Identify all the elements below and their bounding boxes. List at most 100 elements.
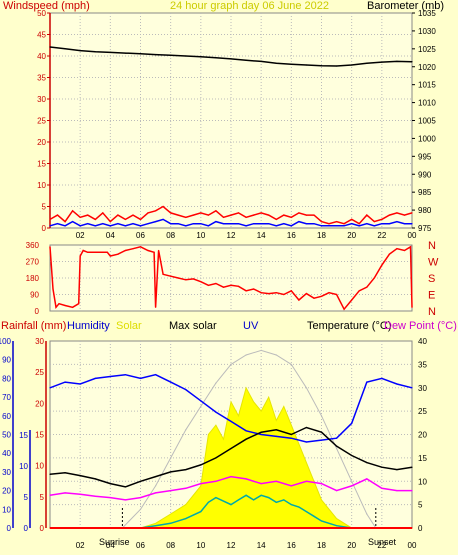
baro-tick-label: 1005 [418, 117, 436, 126]
wind-tick-label: 40 [37, 52, 46, 61]
direction-line-point [155, 306, 157, 308]
temperature-line-point [366, 462, 368, 464]
temp-tick-label: 15 [418, 454, 427, 463]
temperature-line-point [411, 466, 413, 468]
humidity-line-point [49, 387, 51, 389]
dew-point-line-point [155, 492, 157, 494]
temperature-line-point [351, 454, 353, 457]
uv-tick-label: 5 [24, 493, 29, 502]
wind-gust-line-point [328, 223, 330, 225]
max-solar-line-point [351, 480, 353, 482]
wind-avg-line-point [298, 221, 300, 223]
wind-tick-label: 15 [37, 160, 46, 169]
wind-gust-line-point [64, 221, 66, 223]
humidity-line-point [366, 381, 368, 383]
baro-tick-label: 1020 [418, 63, 436, 72]
barometer-line-point [245, 59, 247, 61]
wind-gust-line-point [117, 214, 119, 216]
weather-x-tick-label: 04 [106, 541, 115, 550]
uv-tick-label: 15 [19, 431, 28, 440]
direction-line-point [245, 290, 247, 292]
direction-line-point [215, 282, 217, 285]
wind-gust-line-point [366, 214, 368, 216]
legend-dew-point: Dew Point (°C) [384, 320, 457, 332]
temperature-line-point [215, 457, 217, 459]
max-solar-line-point [170, 457, 172, 459]
uv-line-point [320, 520, 323, 522]
weather-x-tick-label: 16 [287, 541, 296, 550]
barometer-line-point [155, 54, 157, 56]
direction-line-point [147, 249, 149, 252]
direction-line-point [313, 297, 315, 299]
wind-avg-line-point [268, 223, 270, 225]
humidity-tick-label: 50 [2, 431, 11, 440]
weather-x-tick-label: 10 [196, 541, 205, 550]
temperature-line-point [200, 464, 202, 466]
temperature-line-point [170, 471, 172, 473]
solar-area [140, 386, 354, 529]
direction-line-point [222, 286, 225, 288]
temp-tick-label: 35 [418, 360, 427, 369]
wind-baro-x-tick-label: 14 [257, 231, 266, 240]
wind-gust-line-point [336, 221, 338, 223]
barometer-line-point [109, 51, 111, 54]
wind-avg-line-point [351, 223, 353, 225]
wind-baro-x-tick-label: 02 [76, 231, 85, 240]
humidity-line-point [320, 439, 323, 441]
compass-label: N [428, 306, 436, 318]
uv-line-point [185, 518, 187, 520]
wind-gust-line-point [298, 212, 300, 214]
barometer-line-point [290, 63, 292, 65]
rain-tick-label: 15 [35, 431, 44, 440]
direction-line-point [49, 246, 51, 248]
direction-line-point [192, 278, 194, 280]
humidity-line-point [275, 435, 277, 437]
dew-point-line-point [411, 490, 413, 492]
wind-avg-line-point [64, 225, 66, 227]
temp-tick-label: 25 [418, 407, 427, 416]
legend-rainfall: Rainfall (mm) [1, 320, 67, 332]
rain-tick-label: 20 [35, 399, 44, 408]
wind-avg-line-point [124, 225, 126, 227]
barometer-line-point [200, 56, 202, 58]
compass-label: N [428, 240, 436, 252]
uv-line-point [170, 522, 172, 524]
baro-tick-label: 1025 [418, 45, 436, 54]
humidity-line-point [170, 381, 172, 383]
wind-avg-line-point [162, 218, 164, 220]
temperature-line-point [79, 475, 81, 477]
wind-tick-label: 20 [37, 138, 46, 147]
humidity-tick-label: 10 [2, 505, 11, 514]
wind-gust-line-point [373, 221, 375, 223]
weather-x-tick-label: 14 [257, 541, 266, 550]
wind-avg-line-point [388, 223, 390, 225]
max-solar-line-point [305, 387, 307, 389]
uv-tick-label: 10 [19, 462, 28, 471]
baro-tick-label: 985 [418, 188, 432, 197]
barometer-line-point [94, 51, 96, 53]
humidity-line-point [94, 377, 96, 379]
barometer-line-point [351, 64, 353, 66]
wind-gust-line-point [170, 212, 172, 214]
wind-avg-line-point [109, 225, 111, 227]
direction-line-point [230, 284, 232, 286]
barometer-line-point [79, 50, 81, 52]
temperature-line-point [185, 469, 187, 471]
temperature-line-point [336, 445, 338, 447]
humidity-tick-label: 80 [2, 374, 11, 383]
max-solar-line-point [290, 363, 292, 365]
direction-line-point [396, 248, 398, 250]
wind-baro-x-tick-label: 20 [347, 231, 356, 240]
wind-gust-line-point [253, 214, 255, 216]
wind-gust-line-point [396, 212, 398, 214]
direction-line-point [158, 249, 160, 252]
max-solar-line-point [185, 429, 187, 431]
legend-temperature: Temperature (°C) [307, 320, 392, 332]
legend-humidity: Humidity [67, 320, 110, 332]
temperature-line-point [49, 473, 51, 475]
humidity-tick-label: 30 [2, 468, 11, 477]
dew-point-line-point [64, 492, 66, 494]
baro-tick-label: 1035 [418, 9, 436, 18]
wind-gust-line-point [147, 212, 149, 214]
temp-tick-label: 10 [418, 477, 427, 486]
